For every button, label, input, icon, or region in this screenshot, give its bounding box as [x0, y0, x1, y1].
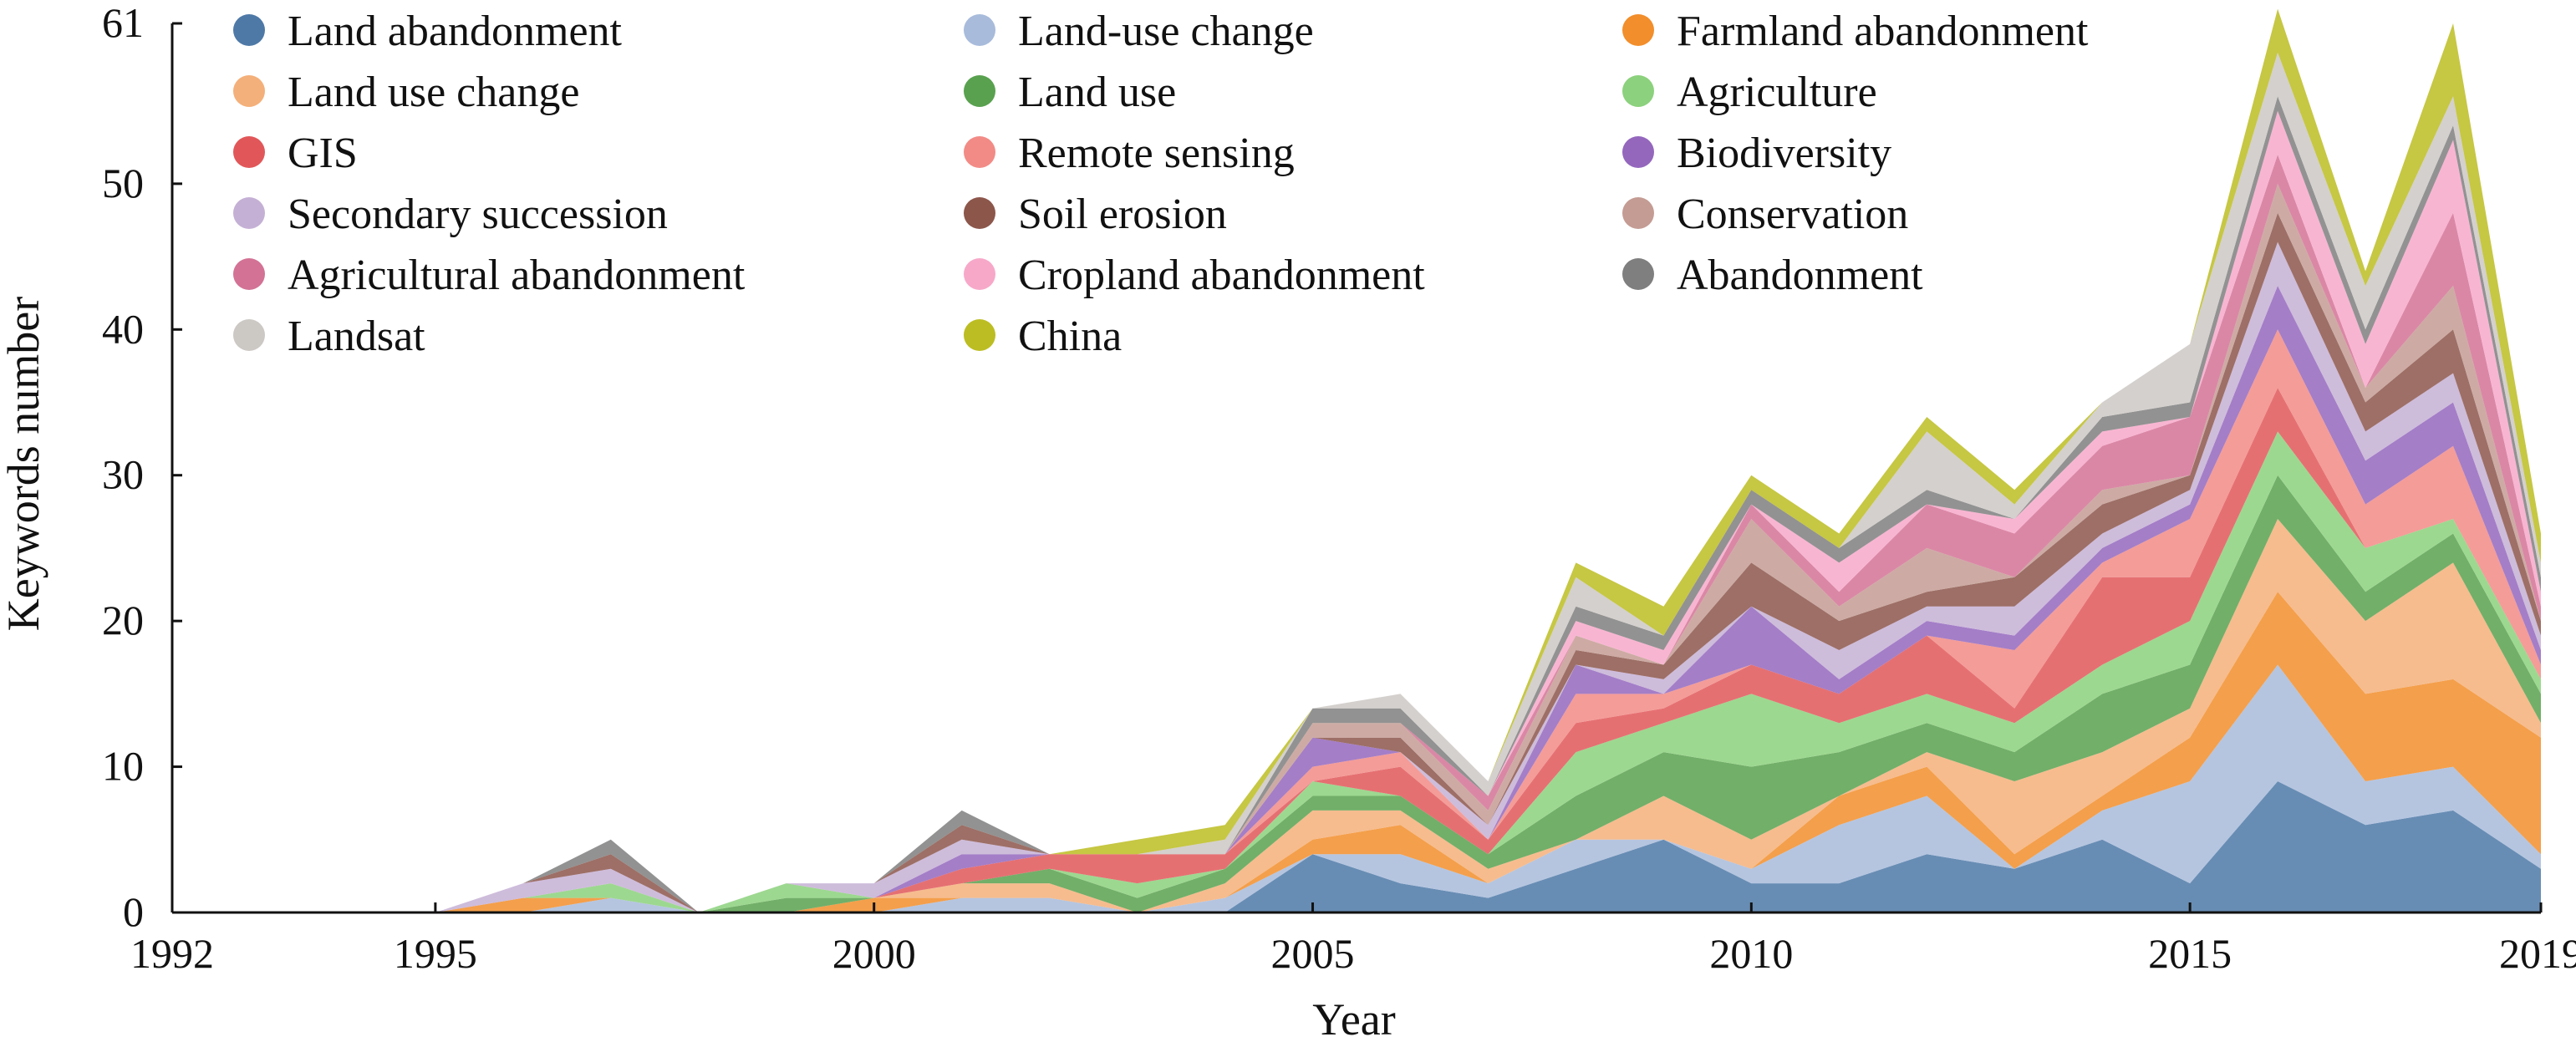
legend-marker: [233, 75, 265, 107]
legend-label: Land use change: [288, 69, 579, 116]
y-axis-title: Keywords number: [0, 297, 48, 631]
legend-marker: [233, 258, 265, 290]
legend-label: Biodiversity: [1677, 130, 1891, 177]
legend-label: China: [1018, 313, 1122, 360]
ticks-layer: 1992 1995 2000 2005 2010 2015 2019 0 10 20 30 40 50 6…: [102, 0, 2576, 977]
legend-marker: [964, 197, 995, 229]
legend-label: Soil erosion: [1018, 191, 1227, 238]
legend-label: Landsat: [288, 313, 425, 360]
y-tick-label: 20: [102, 597, 144, 643]
legend-marker: [964, 136, 995, 168]
area-agriculture: [435, 431, 2542, 912]
legend-label: Remote sensing: [1018, 130, 1295, 177]
legend-marker: [964, 258, 995, 290]
y-tick-label: 40: [102, 305, 144, 352]
legend: Land abandonment Land-use change Farmland …: [233, 8, 2089, 360]
x-tick-label: 2019: [2499, 930, 2576, 977]
legend-label: Abandonment: [1677, 252, 1923, 299]
legend-marker: [1622, 75, 1654, 107]
legend-label: Agricultural abandonment: [288, 252, 746, 299]
legend-marker: [233, 14, 265, 46]
legend-marker: [1622, 136, 1654, 168]
legend-marker: [964, 75, 995, 107]
x-tick-label: 1995: [394, 930, 477, 977]
legend-marker: [233, 319, 265, 351]
legend-marker: [1622, 197, 1654, 229]
legend-label: Agriculture: [1677, 69, 1877, 116]
area-land-abandonment: [435, 781, 2542, 912]
legend-label: Land use: [1018, 69, 1176, 116]
legend-label: Secondary succession: [288, 191, 668, 238]
legend-label: Farmland abandonment: [1677, 8, 2089, 55]
areas-layer: [435, 8, 2542, 913]
x-tick-label: 2015: [2148, 930, 2232, 977]
legend-marker: [964, 14, 995, 46]
legend-label: Land abandonment: [288, 8, 623, 55]
x-tick-label: 1992: [130, 930, 214, 977]
x-tick-label: 2005: [1271, 930, 1355, 977]
y-tick-label: 10: [102, 743, 144, 790]
x-axis-title: Year: [1312, 994, 1396, 1042]
legend-marker: [964, 319, 995, 351]
legend-marker: [1622, 14, 1654, 46]
y-tick-label: 50: [102, 160, 144, 206]
x-tick-label: 2010: [1709, 930, 1793, 977]
area-gis: [435, 388, 2542, 913]
legend-label: Land-use change: [1018, 8, 1314, 55]
legend-label: Conservation: [1677, 191, 1908, 238]
y-tick-label: 0: [123, 888, 144, 935]
y-tick-label: 61: [102, 0, 144, 46]
legend-label: GIS: [288, 130, 358, 177]
x-tick-label: 2000: [832, 930, 916, 977]
area-land-use-change: [435, 519, 2542, 912]
axes-layer: [171, 23, 2541, 914]
area-land-use: [435, 475, 2542, 912]
legend-marker: [233, 136, 265, 168]
y-tick-label: 30: [102, 451, 144, 498]
legend-marker: [1622, 258, 1654, 290]
legend-marker: [233, 197, 265, 229]
legend-label: Cropland abandonment: [1018, 252, 1425, 299]
